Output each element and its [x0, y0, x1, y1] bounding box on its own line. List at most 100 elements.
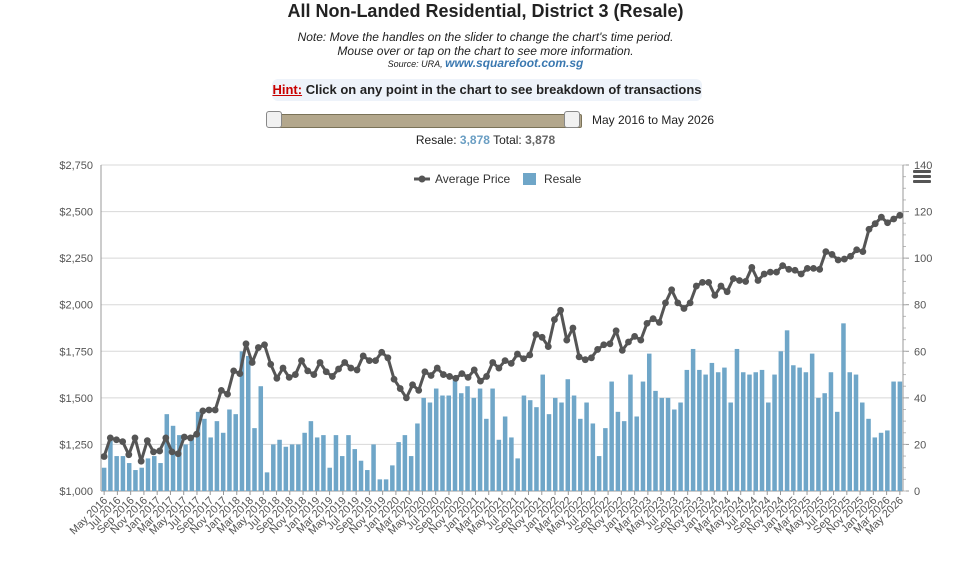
chart-menu-button[interactable] [913, 170, 931, 184]
resale-bar [659, 397, 665, 491]
average-price-point [205, 406, 213, 414]
average-price-point [137, 457, 145, 465]
resale-bar [509, 437, 514, 491]
resale-bar [496, 439, 502, 491]
average-price-point [187, 434, 194, 442]
slider-range-label: May 2016 to May 2026 [592, 113, 715, 127]
resale-bar [289, 444, 295, 491]
average-price-point [347, 364, 355, 372]
average-price-point [674, 299, 682, 307]
average-price-point [797, 270, 805, 278]
average-price-point [464, 373, 472, 381]
average-price-point [507, 359, 515, 367]
resale-bar [490, 388, 495, 491]
average-price-point [390, 375, 398, 383]
average-price-point [106, 434, 114, 442]
resale-bar [208, 437, 213, 491]
resale-bar [596, 456, 602, 491]
resale-bar [502, 416, 508, 491]
average-price-point [680, 305, 688, 312]
average-price-point [612, 327, 620, 335]
average-price-point [810, 264, 817, 272]
resale-bar [722, 367, 727, 491]
slider-end-handle[interactable] [564, 111, 580, 128]
legend-bar-swatch [523, 173, 536, 185]
resale-bar [640, 381, 646, 491]
average-price-point [483, 373, 490, 380]
resale-bar [183, 444, 188, 491]
average-price-point [699, 278, 706, 286]
y-left-tick-label: $2,000 [59, 300, 93, 312]
source-site-link[interactable]: www.squarefoot.com.sg [445, 56, 584, 70]
average-price-point [446, 373, 453, 380]
resale-bar [164, 414, 170, 491]
average-price-point [754, 277, 762, 284]
resale-bar [646, 353, 652, 491]
resale-bar [734, 348, 740, 491]
resale-bar [828, 372, 834, 491]
chart-source: Source: URA, www.squarefoot.com.sg [0, 57, 971, 70]
average-price-point [427, 372, 435, 379]
resale-bar [709, 362, 715, 491]
average-price-point [594, 346, 602, 353]
average-price-point [779, 262, 787, 269]
resale-bar [565, 379, 571, 491]
average-price-point [180, 433, 188, 441]
resale-bar [747, 374, 752, 491]
source-label: Source: URA, [387, 59, 443, 69]
resale-bar [684, 369, 690, 491]
resale-bar [834, 411, 840, 491]
y-right-tick-label: 120 [914, 207, 932, 219]
resale-bar [665, 397, 671, 491]
average-price-point [341, 359, 349, 366]
average-price-point [359, 352, 367, 360]
resale-bar [515, 458, 520, 491]
average-price-point [236, 370, 244, 378]
transaction-counts: Resale: 3,878 Total: 3,878 [0, 133, 971, 148]
resale-bar [321, 435, 326, 491]
average-price-point [538, 333, 546, 341]
resale-bar [433, 388, 439, 491]
resale-bar [527, 400, 533, 491]
average-price-point [692, 282, 700, 290]
average-price-point [119, 438, 127, 446]
resale-bar [415, 423, 420, 491]
average-price-point [279, 364, 287, 372]
average-price-point [402, 394, 410, 402]
resale-bar [133, 470, 138, 491]
y-left-tick-label: $1,750 [59, 346, 93, 358]
average-price-point [409, 381, 416, 389]
resale-bar [477, 388, 483, 491]
resale-bar [609, 381, 614, 491]
resale-bar [603, 428, 608, 491]
resale-bar [308, 421, 314, 491]
resale-bar [227, 409, 232, 491]
resale-bar [553, 397, 558, 491]
average-price-point [322, 368, 330, 376]
average-price-point [816, 265, 824, 273]
resale-bar [803, 372, 809, 491]
resale-bar [621, 421, 627, 491]
resale-bar [791, 365, 796, 491]
average-price-point [588, 354, 595, 362]
resale-bar [878, 432, 884, 491]
hamburger-menu-icon [913, 170, 931, 173]
resale-bar [377, 479, 383, 491]
hint-banner: Hint: Click on any point in the chart to… [272, 79, 702, 101]
resale-bar [822, 393, 827, 491]
resale-bar [484, 418, 489, 491]
average-price-point [520, 355, 527, 363]
average-price-point [156, 447, 164, 455]
slider-start-handle[interactable] [266, 111, 282, 128]
resale-bar [177, 435, 182, 491]
resale-bar [189, 437, 195, 491]
average-price-point [378, 348, 386, 356]
resale-bar [126, 463, 132, 491]
average-price-point [372, 357, 379, 364]
average-price-point [452, 374, 460, 382]
total-count-label: Total: [493, 133, 522, 147]
average-price-point [261, 341, 268, 349]
resale-bar [214, 421, 220, 491]
resale-bar [327, 467, 332, 491]
